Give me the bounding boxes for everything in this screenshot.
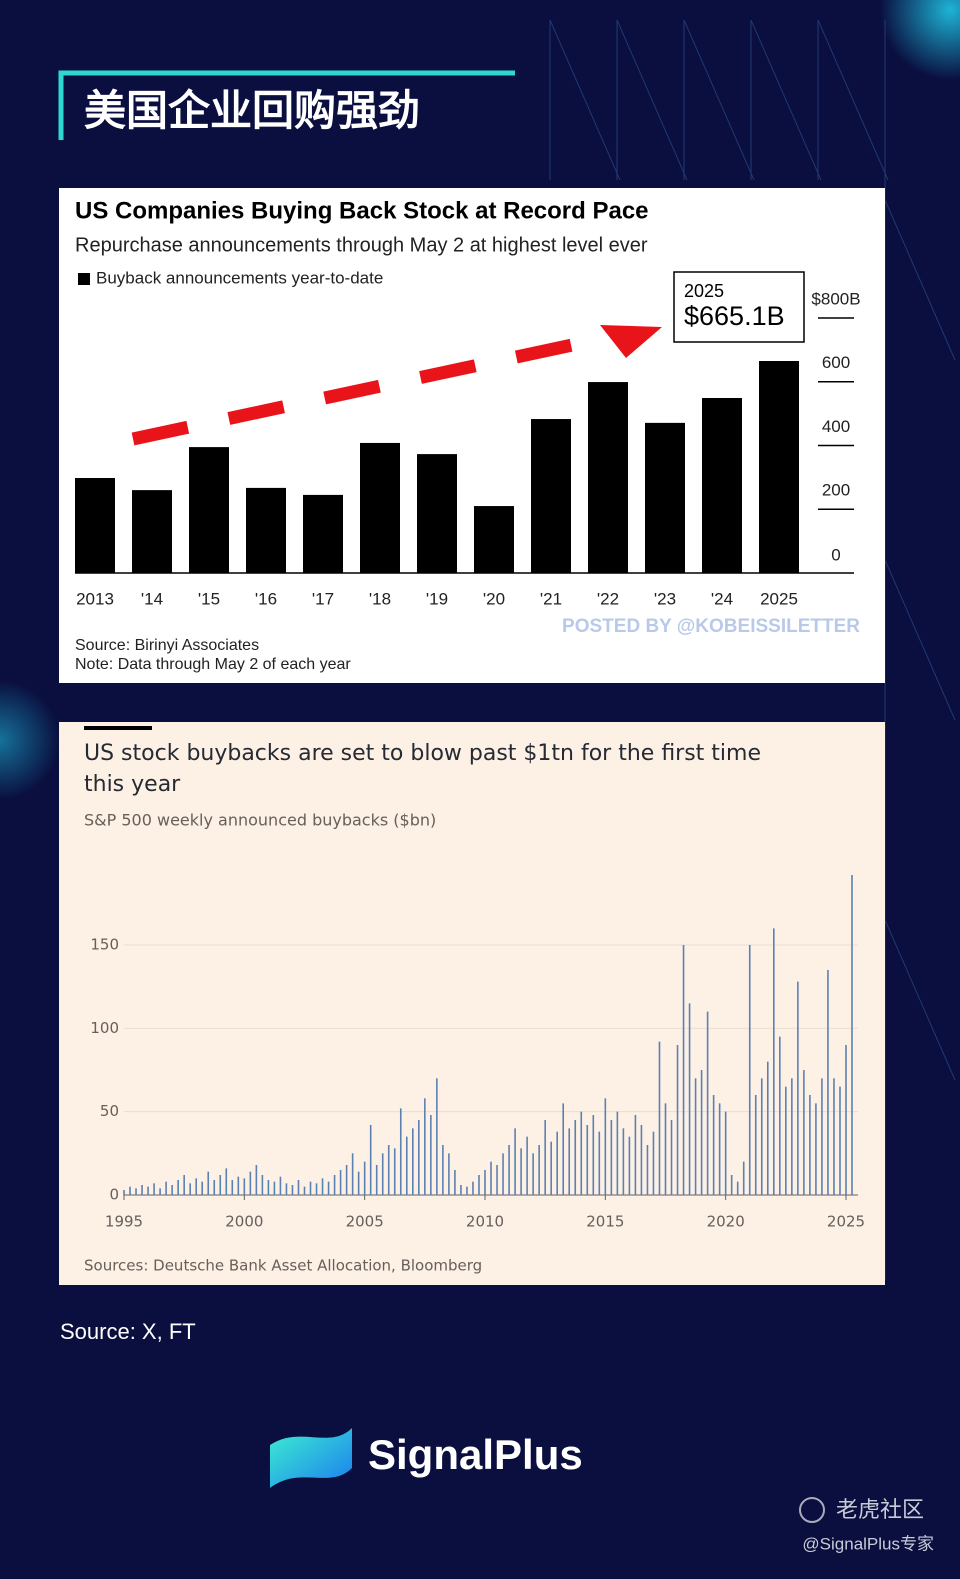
bar — [417, 454, 457, 573]
x-tick-label: 1995 — [105, 1213, 143, 1231]
value-label: $665.1B — [684, 301, 785, 331]
chart-subtitle: S&P 500 weekly announced buybacks ($bn) — [84, 811, 436, 830]
x-tick-label: 2010 — [466, 1213, 504, 1231]
y-tick-label: 600 — [822, 353, 850, 372]
y-tick-label: 0 — [831, 545, 840, 564]
bar — [360, 442, 400, 573]
bar — [189, 447, 229, 573]
watermark: POSTED BY @KOBEISSILETTER — [562, 616, 860, 637]
y-tick-label: 400 — [822, 417, 850, 436]
handle: @SignalPlus专家 — [802, 1534, 934, 1553]
x-tick-label: '16 — [255, 589, 277, 608]
source: Sources: Deutsche Bank Asset Allocation,… — [84, 1257, 482, 1275]
bar — [702, 398, 742, 573]
annotation-year: 2025 — [684, 281, 724, 301]
panel-accent — [84, 726, 152, 730]
x-tick-label: 2020 — [707, 1213, 745, 1231]
x-tick-label: '22 — [597, 589, 619, 608]
note: Note: Data through May 2 of each year — [75, 656, 351, 673]
legend-swatch — [78, 273, 90, 285]
watermark: 老虎社区 — [836, 1497, 924, 1522]
x-tick-label: '23 — [654, 589, 676, 608]
x-tick-label: '18 — [369, 589, 391, 608]
y-tick-label: 100 — [90, 1019, 119, 1037]
trend-arrow — [131, 325, 662, 446]
x-tick-label: 2013 — [76, 589, 114, 608]
bar — [531, 419, 571, 573]
bar — [588, 382, 628, 573]
chart-subtitle: Repurchase announcements through May 2 a… — [75, 234, 648, 256]
x-tick-label: 2000 — [225, 1213, 263, 1231]
brand: SignalPlus — [368, 1431, 583, 1478]
x-tick-label: '14 — [141, 589, 163, 608]
y-tick-label: 200 — [822, 481, 850, 500]
page-title: 美国企业回购强劲 — [84, 87, 420, 134]
bar — [759, 360, 799, 573]
x-tick-label: 2015 — [586, 1213, 624, 1231]
x-tick-label: '24 — [711, 589, 733, 608]
annotation-box — [673, 271, 805, 343]
chart-title: US Companies Buying Back Stock at Record… — [75, 197, 649, 224]
logo-mark — [270, 1428, 352, 1488]
chart-2: US stock buybacks are set to blow past $… — [84, 741, 865, 1275]
y-tick-label: 0 — [109, 1186, 119, 1204]
y-tick-label: 50 — [100, 1102, 119, 1120]
x-tick-label: '17 — [312, 589, 334, 608]
chart-title: US stock buybacks are set to blow past $… — [84, 741, 762, 797]
chart-panel — [59, 188, 885, 683]
bar — [474, 506, 514, 573]
header: 美国企业回购强劲 — [58, 70, 515, 140]
watermark-icon — [799, 1497, 825, 1523]
x-tick-label: '21 — [540, 589, 562, 608]
source: Source: Birinyi Associates — [75, 637, 259, 654]
legend-label: Buyback announcements year-to-date — [96, 268, 383, 287]
source: Source: X, FT — [60, 1319, 196, 1344]
footer: Source: X, FT SignalPlus 老虎社区 @SignalPlu… — [60, 1319, 934, 1554]
title-box: US stock buybacks are set to blow past $… — [84, 741, 762, 797]
x-tick-label: 2025 — [760, 589, 798, 608]
x-tick-label: '20 — [483, 589, 505, 608]
bar — [246, 487, 286, 573]
bar — [303, 494, 343, 573]
bar — [75, 478, 115, 573]
bar — [132, 490, 172, 573]
x-tick-label: '15 — [198, 589, 220, 608]
x-tick-label: '19 — [426, 589, 448, 608]
x-tick-label: 2005 — [346, 1213, 384, 1231]
bar — [645, 422, 685, 573]
y-tick-label: $800B — [811, 289, 860, 308]
y-tick-label: 150 — [90, 936, 119, 954]
x-tick-label: 2025 — [827, 1213, 865, 1231]
chart-1: US Companies Buying Back Stock at Record… — [75, 197, 861, 673]
